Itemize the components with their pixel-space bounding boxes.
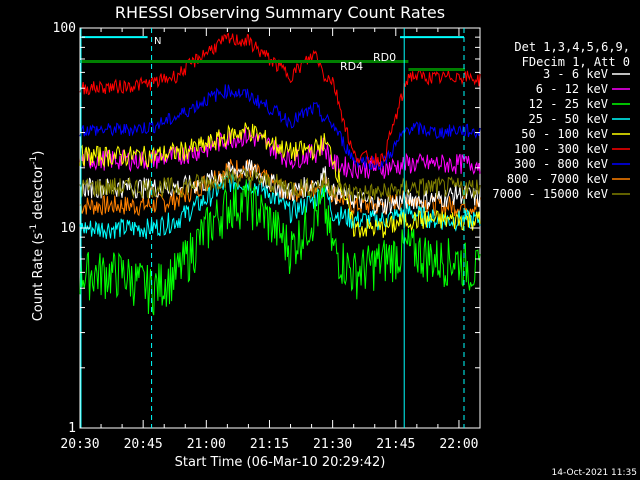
series-line-5 — [79, 32, 481, 167]
chart-title: RHESSI Observing Summary Count Rates — [115, 3, 445, 22]
rd4-label: RD4 — [340, 60, 363, 73]
x-tick-label: 21:30 — [313, 437, 352, 452]
x-tick-label: 20:45 — [124, 437, 163, 452]
y-tick-label: 10 — [60, 221, 76, 236]
legend-label-6: 300 - 800 keV — [514, 157, 608, 171]
series-line-7 — [79, 159, 481, 217]
series-line-1 — [79, 126, 481, 179]
y-axis-label-end: ) — [31, 151, 46, 156]
y-tick-label: 100 — [53, 21, 76, 36]
series-line-4 — [79, 122, 481, 238]
series-line-8 — [79, 166, 481, 203]
x-tick-label: 21:15 — [250, 437, 289, 452]
legend: Det 1,3,4,5,6,9, FDecim 1, Att 0 3 - 6 k… — [492, 40, 630, 201]
x-tick-label: 20:30 — [60, 437, 99, 452]
legend-label-5: 100 - 300 keV — [514, 142, 608, 156]
legend-label-8: 7000 - 15000 keV — [492, 187, 608, 201]
y-axis-label-main: Count Rate (s — [31, 233, 46, 322]
rd0-label: RD0 — [373, 51, 396, 64]
timestamp: 14-Oct-2021 11:35 — [552, 468, 637, 478]
series-layer — [79, 32, 481, 316]
y-axis-label-mid: detector — [31, 164, 46, 224]
axis-layer: 20:30 20:45 21:00 21:15 21:30 21:45 22:00 1 10 10… — [53, 21, 480, 452]
series-line-6 — [79, 84, 481, 171]
y-axis-label-sup1: -1 — [29, 224, 39, 233]
legend-label-7: 800 - 7000 keV — [507, 172, 608, 186]
x-axis-label: Start Time (06-Mar-10 20:29:42) — [175, 455, 386, 470]
y-axis-label-sup2: -1 — [29, 156, 39, 165]
x-tick-label: 21:00 — [187, 437, 226, 452]
n-label: N — [154, 36, 161, 47]
x-tick-label: 21:45 — [376, 437, 415, 452]
series-line-2 — [79, 179, 481, 316]
legend-label-0: 3 - 6 keV — [543, 67, 608, 81]
series-line-3 — [79, 172, 481, 240]
y-tick-label: 1 — [68, 421, 76, 436]
legend-header-line1: Det 1,3,4,5,6,9, — [514, 40, 630, 54]
legend-header-line2: FDecim 1, Att 0 — [522, 55, 630, 69]
legend-label-1: 6 - 12 keV — [536, 82, 608, 96]
x-tick-label: 22:00 — [439, 437, 478, 452]
legend-label-4: 50 - 100 keV — [521, 127, 608, 141]
legend-label-3: 25 - 50 keV — [529, 112, 608, 126]
y-axis-label: Count Rate (s-1 detector-1) — [29, 151, 46, 322]
legend-label-2: 12 - 25 keV — [529, 97, 608, 111]
plot-frame — [79, 27, 481, 429]
